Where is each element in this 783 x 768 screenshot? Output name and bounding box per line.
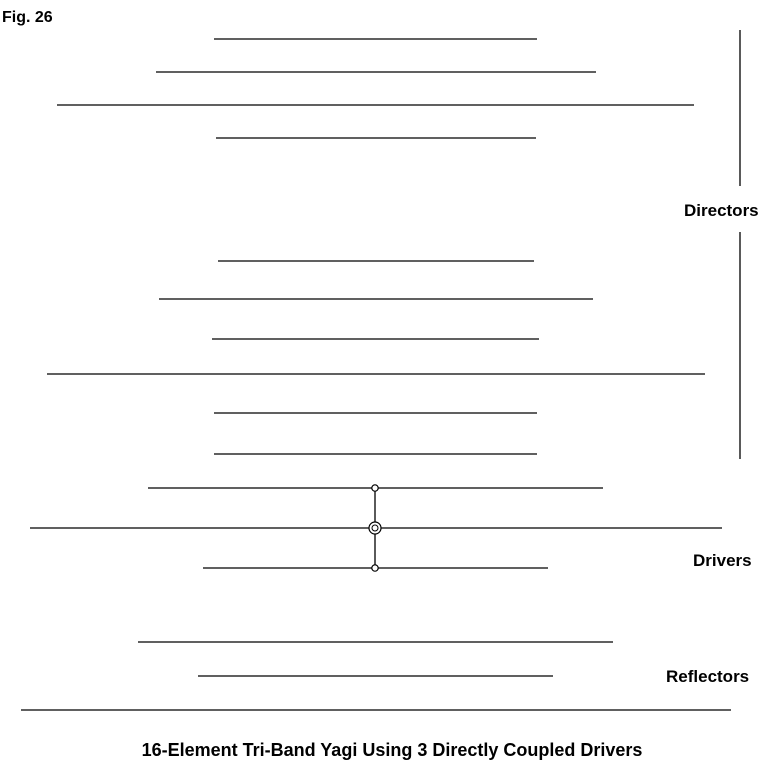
feedpoint-source-icon	[368, 521, 382, 535]
antenna-elements	[21, 38, 731, 711]
directors-label: Directors	[684, 201, 759, 220]
drivers-label: Drivers	[693, 551, 752, 570]
reflectors-label: Reflectors	[666, 667, 749, 686]
figure-label: Fig. 26	[2, 9, 53, 26]
junction-node-top	[371, 484, 379, 492]
feedpoint-source-inner	[371, 524, 379, 532]
caption: 16-Element Tri-Band Yagi Using 3 Directl…	[142, 740, 643, 760]
junction-node-bottom	[371, 564, 379, 572]
